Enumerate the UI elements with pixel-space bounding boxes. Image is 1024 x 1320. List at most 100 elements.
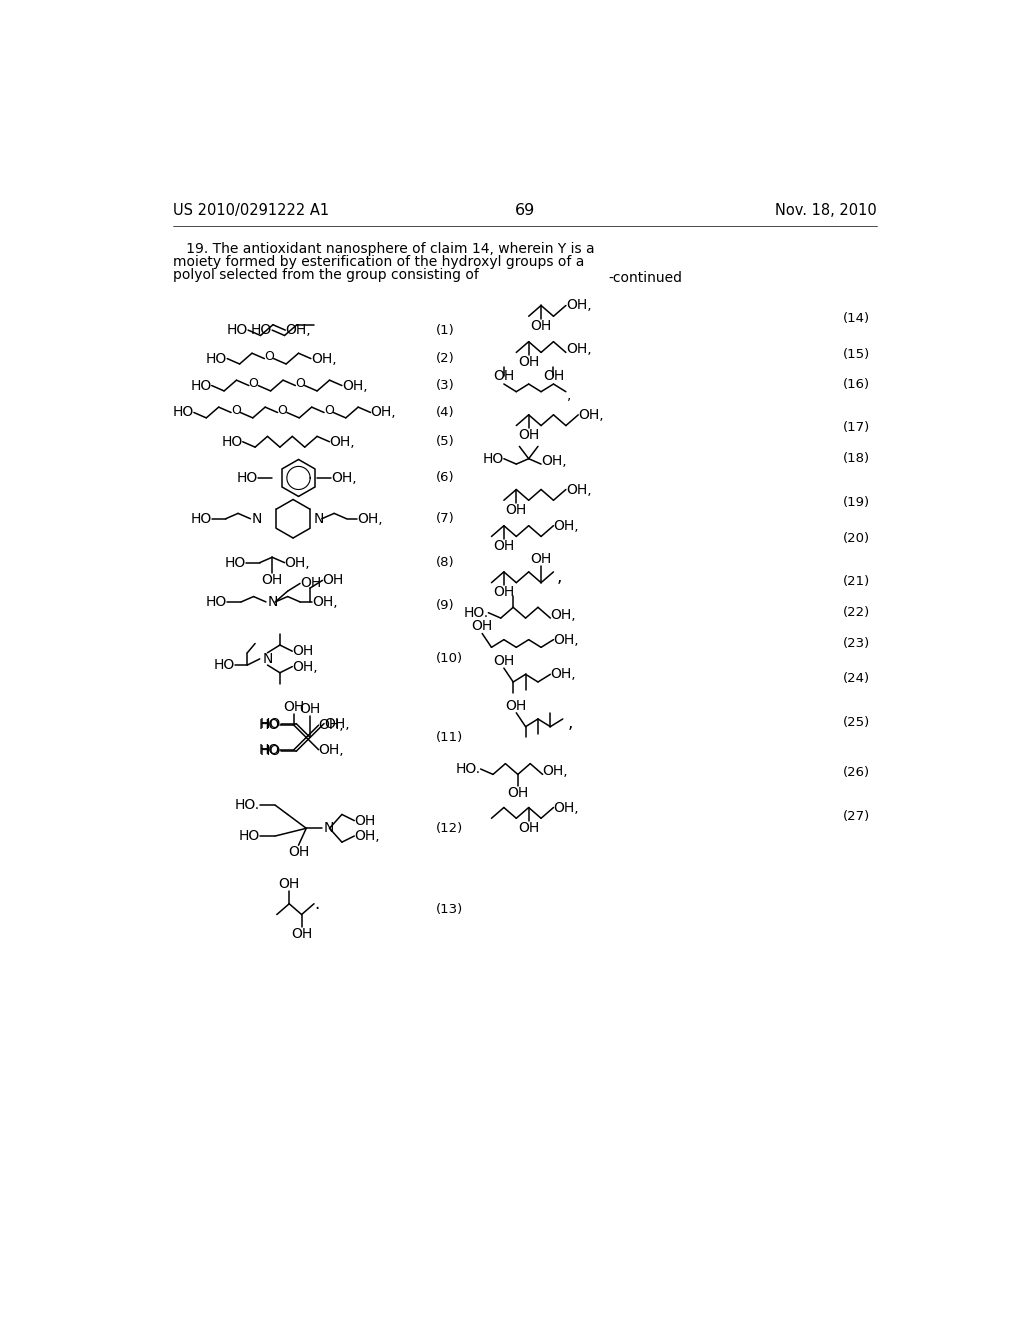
Text: OH,: OH, xyxy=(554,800,580,814)
Text: HO: HO xyxy=(221,434,243,449)
Text: OH: OH xyxy=(543,370,564,383)
Text: HO: HO xyxy=(259,717,281,730)
Text: OH: OH xyxy=(288,845,309,859)
Text: OH,: OH, xyxy=(318,718,344,733)
Text: N: N xyxy=(267,595,278,609)
Text: HO: HO xyxy=(190,379,212,392)
Text: HO.: HO. xyxy=(234,799,260,812)
Text: (25): (25) xyxy=(843,717,870,730)
Text: (5): (5) xyxy=(435,436,455,449)
Text: US 2010/0291222 A1: US 2010/0291222 A1 xyxy=(173,203,329,218)
Text: (19): (19) xyxy=(844,496,870,510)
Text: OH: OH xyxy=(506,698,527,713)
Text: OH: OH xyxy=(518,355,540,368)
Text: (14): (14) xyxy=(844,312,870,325)
Text: HO: HO xyxy=(206,595,227,609)
Text: HO: HO xyxy=(227,323,248,337)
Text: N: N xyxy=(324,821,334,836)
Text: HO: HO xyxy=(259,743,280,756)
Text: .: . xyxy=(314,895,319,912)
Text: O: O xyxy=(249,376,258,389)
Text: N: N xyxy=(314,512,325,525)
Text: ,: , xyxy=(557,569,562,586)
Text: O: O xyxy=(324,404,334,417)
Text: OH,: OH, xyxy=(541,454,566,469)
Text: OH: OH xyxy=(292,644,313,659)
Text: (7): (7) xyxy=(435,512,455,525)
Text: O: O xyxy=(295,376,305,389)
Text: HO.: HO. xyxy=(456,762,480,776)
Text: OH,: OH, xyxy=(342,379,368,392)
Text: (11): (11) xyxy=(435,731,463,744)
Text: OH,: OH, xyxy=(318,743,344,756)
Text: OH,: OH, xyxy=(566,342,592,356)
Text: O: O xyxy=(230,404,241,417)
Text: OH,: OH, xyxy=(330,434,355,449)
Text: HO: HO xyxy=(224,556,246,570)
Text: ,: , xyxy=(567,714,572,731)
Text: HO: HO xyxy=(214,659,234,672)
Text: OH: OH xyxy=(518,821,540,834)
Text: OH: OH xyxy=(299,702,321,715)
Text: (4): (4) xyxy=(435,407,455,418)
Text: (16): (16) xyxy=(844,378,870,391)
Text: (2): (2) xyxy=(435,352,455,366)
Text: HO: HO xyxy=(251,323,272,337)
Text: (17): (17) xyxy=(843,421,870,434)
Text: HO: HO xyxy=(173,405,194,420)
Text: N: N xyxy=(252,512,262,525)
Text: ,: , xyxy=(567,388,571,401)
Text: (26): (26) xyxy=(844,767,870,779)
Text: OH: OH xyxy=(494,370,514,383)
Text: N: N xyxy=(262,652,272,665)
Text: (6): (6) xyxy=(435,471,455,484)
Text: OH: OH xyxy=(506,503,527,516)
Text: HO: HO xyxy=(482,451,504,466)
Text: OH: OH xyxy=(494,655,514,668)
Text: OH: OH xyxy=(507,785,528,800)
Text: OH,: OH, xyxy=(292,660,317,673)
Text: HO: HO xyxy=(259,718,280,733)
Text: Nov. 18, 2010: Nov. 18, 2010 xyxy=(775,203,877,218)
Text: OH,: OH, xyxy=(550,609,575,622)
Text: HO: HO xyxy=(206,351,227,366)
Text: OH,: OH, xyxy=(554,519,580,533)
Text: (10): (10) xyxy=(435,652,463,665)
Text: HO: HO xyxy=(239,829,260,843)
Text: OH,: OH, xyxy=(550,668,575,681)
Text: OH,: OH, xyxy=(324,717,350,730)
Text: -continued: -continued xyxy=(608,271,683,285)
Text: OH,: OH, xyxy=(554,632,580,647)
Text: O: O xyxy=(278,404,287,417)
Text: OH,: OH, xyxy=(357,512,383,525)
Text: (15): (15) xyxy=(843,348,870,362)
Text: OH: OH xyxy=(261,573,283,586)
Text: OH,: OH, xyxy=(285,556,310,570)
Text: (8): (8) xyxy=(435,556,455,569)
Text: OH,: OH, xyxy=(566,483,592,496)
Text: (9): (9) xyxy=(435,599,455,612)
Text: O: O xyxy=(264,350,274,363)
Text: OH,: OH, xyxy=(371,405,396,420)
Text: moiety formed by esterification of the hydroxyl groups of a: moiety formed by esterification of the h… xyxy=(173,255,585,269)
Text: OH,: OH, xyxy=(543,764,568,779)
Text: OH,: OH, xyxy=(312,595,338,609)
Text: OH: OH xyxy=(279,878,300,891)
Text: OH: OH xyxy=(291,927,312,941)
Text: OH,: OH, xyxy=(566,298,592,313)
Text: (18): (18) xyxy=(844,453,870,465)
Text: OH: OH xyxy=(354,813,376,828)
Text: polyol selected from the group consisting of: polyol selected from the group consistin… xyxy=(173,268,479,282)
Text: OH: OH xyxy=(494,585,514,599)
Text: OH: OH xyxy=(323,573,344,587)
Text: (1): (1) xyxy=(435,323,455,337)
Text: HO: HO xyxy=(237,471,258,484)
Text: OH,: OH, xyxy=(311,351,337,366)
Text: (3): (3) xyxy=(435,379,455,392)
Text: OH: OH xyxy=(518,428,540,442)
Text: (23): (23) xyxy=(843,638,870,649)
Text: 69: 69 xyxy=(515,203,535,218)
Text: HO: HO xyxy=(259,744,281,758)
Text: HO: HO xyxy=(190,512,212,525)
Text: OH: OH xyxy=(530,552,552,566)
